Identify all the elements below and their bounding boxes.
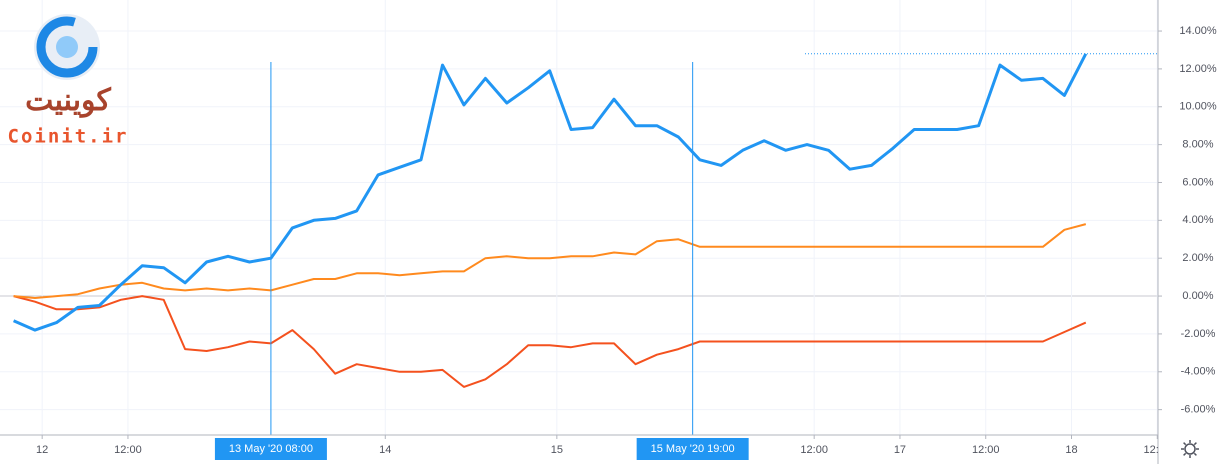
gear-teeth[interactable] — [1181, 440, 1199, 458]
x-tick-label: 12 — [36, 444, 48, 456]
x-tick-label: 17 — [894, 444, 906, 456]
x-tick-label: 12:00 — [972, 444, 1000, 456]
logo-arc — [36, 16, 98, 78]
y-tick-label: 6.00% — [1182, 176, 1213, 188]
y-tick-label: 8.00% — [1182, 139, 1213, 151]
logo-core — [56, 36, 78, 58]
settings-icon[interactable] — [1181, 440, 1199, 458]
series-line — [13, 295, 1087, 388]
x-tick-label: 12:00 — [114, 444, 142, 456]
x-tick-label: 12:00 — [1144, 444, 1172, 456]
x-tick-label: 15 — [551, 444, 563, 456]
axes: -6.00% -4.00% -2.00% 0.00% 2.00% 4.00% 6.00% 8.… — [36, 25, 1217, 460]
y-tick-label: -6.00% — [1181, 404, 1216, 416]
y-tick-label: -4.00% — [1181, 366, 1216, 378]
series-line — [13, 223, 1087, 299]
y-tick-label: 2.00% — [1182, 252, 1213, 264]
crosshair-label-bg — [214, 438, 327, 460]
crosshair-label-bg — [636, 438, 749, 460]
gear[interactable] — [1184, 443, 1196, 455]
x-tick-label: 12:00 — [800, 444, 828, 456]
x-tick-label: 18 — [1065, 444, 1077, 456]
x-tick-label: 14 — [379, 444, 391, 456]
logo: کوینیت Coinit.ir — [8, 14, 129, 148]
y-tick-label: 0.00% — [1182, 290, 1213, 302]
y-tick-label: 4.00% — [1182, 214, 1213, 226]
y-tick-label: 12.00% — [1179, 63, 1217, 75]
y-tick-label: 14.00% — [1179, 25, 1217, 37]
grid — [0, 0, 1158, 435]
series-line — [12, 53, 1088, 332]
x-labels: 12 12:00 14 15 12:00 17 12:00 18 12:00 — [36, 444, 1172, 456]
logo-fa: کوینیت — [25, 84, 111, 118]
plot — [12, 53, 1158, 435]
logo-text: Coinit.ir — [8, 126, 129, 148]
crosshair-label: 15 May '20 19:00 — [651, 443, 735, 455]
y-tick-label: -2.00% — [1181, 328, 1216, 340]
crosshair-label: 13 May '20 08:00 — [229, 443, 313, 455]
y-tick-label: 10.00% — [1179, 101, 1217, 113]
